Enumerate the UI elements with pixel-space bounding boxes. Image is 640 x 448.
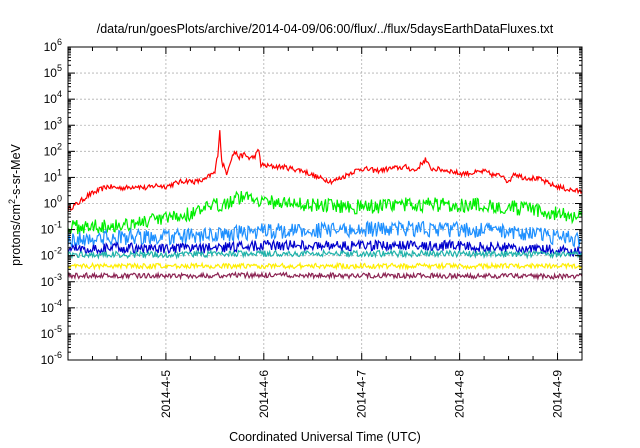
x-tick-label: 2014-4-7 — [355, 370, 369, 418]
y-axis-label: protons/cm2-s-sr-MeV — [7, 143, 23, 265]
series-line-2 — [68, 190, 582, 235]
y-tick-label: 10-6 — [41, 350, 62, 367]
y-tick-label: 106 — [44, 37, 62, 54]
chart-title: /data/run/goesPlots/archive/2014-04-09/0… — [97, 22, 554, 36]
x-tick-label: 2014-4-5 — [159, 370, 173, 418]
y-tick-label: 101 — [44, 167, 62, 184]
series-line-1 — [68, 130, 582, 212]
x-tick-label: 2014-4-8 — [453, 370, 467, 418]
x-tick-label: 2014-4-9 — [551, 370, 565, 418]
y-tick-label: 104 — [44, 89, 62, 106]
x-tick-labels: 2014-4-5 2014-4-6 2014-4-7 2014-4-8 2014-4-9 — [159, 370, 565, 418]
y-tick-label: 10-1 — [41, 220, 62, 237]
y-tick-label: 100 — [44, 194, 62, 211]
y-tick-label: 105 — [44, 63, 62, 80]
series-line-6 — [68, 261, 582, 271]
y-tick-label: 10-2 — [41, 246, 62, 263]
y-tick-label: 103 — [44, 115, 62, 132]
series-line-4 — [68, 238, 582, 258]
series-line-7 — [68, 270, 582, 281]
x-tick-label: 2014-4-6 — [257, 370, 271, 418]
y-tick-label: 10-4 — [41, 298, 62, 315]
grid-lines — [68, 47, 582, 360]
y-tick-labels: 10-6 10-5 10-4 10-3 10-2 10-1 100 101 102 103 104 1… — [41, 37, 62, 367]
y-tick-label: 10-3 — [41, 272, 62, 289]
series-group — [68, 130, 582, 281]
y-tick-label: 10-5 — [41, 324, 62, 341]
y-tick-label: 102 — [44, 141, 62, 158]
series-line-5 — [68, 248, 582, 260]
tick-marks — [68, 46, 583, 361]
series-line-3 — [68, 220, 582, 248]
x-axis-label: Coordinated Universal Time (UTC) — [229, 430, 421, 444]
